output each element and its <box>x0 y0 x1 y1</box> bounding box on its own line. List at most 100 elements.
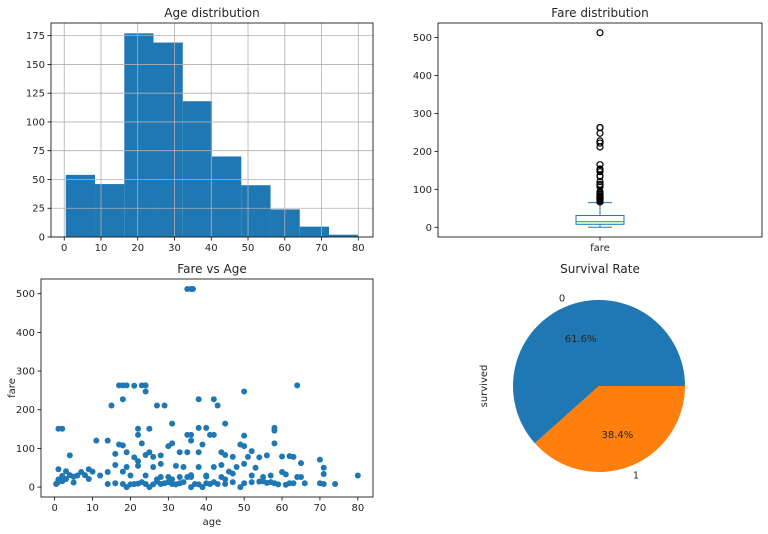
scatter-point <box>195 424 202 431</box>
scatter-point <box>169 420 176 427</box>
y-tick-label: 400 <box>16 328 35 339</box>
scatter-point <box>267 479 274 486</box>
outlier-point <box>596 129 604 137</box>
scatter-point <box>169 476 176 483</box>
scatter-point <box>104 437 111 444</box>
scatter-point <box>135 462 142 469</box>
scatter-point <box>146 449 153 456</box>
scatter-point <box>332 481 339 488</box>
scatter-point <box>214 402 221 409</box>
y-tick-label: 300 <box>413 109 432 120</box>
marks <box>53 286 361 491</box>
y-tick-label: 200 <box>413 147 432 158</box>
scatter-point <box>233 463 240 470</box>
marks <box>575 29 625 228</box>
scatter-point <box>188 472 195 479</box>
outlier-point <box>596 139 604 147</box>
scatter-point <box>222 481 229 488</box>
scatter-point <box>241 460 248 467</box>
fare-boxplot-axes: 0 100 200 300 400 500 fare <box>413 22 763 254</box>
scatter-point <box>229 453 236 460</box>
scatter-point <box>119 396 126 403</box>
outlier-point <box>596 143 604 151</box>
scatter-point <box>146 425 153 432</box>
x-tick-label: 10 <box>86 503 99 514</box>
scatter-point <box>248 472 255 479</box>
pie-percent-label: 38.4% <box>602 430 634 441</box>
y-tick-label: 75 <box>32 146 45 157</box>
scatter-point <box>142 472 149 479</box>
histogram-bar <box>212 156 242 237</box>
y-tick-label: 125 <box>26 89 45 100</box>
scatter-point <box>135 458 142 465</box>
pie-slice <box>534 386 685 472</box>
histogram-bar <box>153 42 183 237</box>
y-tick-label: 500 <box>413 33 432 44</box>
scatter-point <box>260 474 267 481</box>
scatter-point <box>241 480 248 487</box>
y-tick-label: 300 <box>16 367 35 378</box>
scatter-point <box>244 453 251 460</box>
scatter-point <box>180 479 187 486</box>
x-tick-label: 10 <box>95 243 108 254</box>
x-tick-label: fare <box>590 243 610 254</box>
scatter-point <box>354 472 361 479</box>
scatter-point <box>260 478 267 485</box>
scatter-point <box>127 472 134 479</box>
scatter-point <box>172 462 179 469</box>
y-tick-label: 100 <box>413 185 432 196</box>
scatter-point <box>222 476 229 483</box>
scatter-point <box>222 420 229 427</box>
scatter-point <box>199 484 206 491</box>
scatter-point <box>97 472 104 479</box>
histogram-bar <box>241 185 271 237</box>
scatter-point <box>189 286 196 293</box>
outlier-point <box>596 198 604 206</box>
scatter-point <box>256 454 263 461</box>
scatter-point <box>210 463 217 470</box>
scatter-point <box>241 388 248 395</box>
scatter-point <box>203 473 210 480</box>
scatter-point <box>203 424 210 431</box>
scatter-point <box>267 472 274 479</box>
x-tick-label: 80 <box>351 503 364 514</box>
y-tick-label: 0 <box>39 233 45 244</box>
y-tick-label: 0 <box>426 223 432 234</box>
scatter-point <box>104 481 111 488</box>
scatter-point <box>85 475 92 482</box>
y-tick-label: 0 <box>29 483 35 494</box>
x-tick-label: 20 <box>131 243 144 254</box>
scatter-point <box>123 449 130 456</box>
x-tick-label: 30 <box>162 503 175 514</box>
scatter-point <box>176 474 183 481</box>
scatter-point <box>263 452 270 459</box>
y-tick-label: 25 <box>32 204 45 215</box>
pie-label: 1 <box>633 470 639 481</box>
outlier-point <box>596 172 604 181</box>
scatter-point <box>104 469 111 476</box>
pie-slice <box>513 299 685 444</box>
scatter-point <box>85 466 92 473</box>
axes-frame <box>437 22 763 238</box>
scatter-point <box>63 475 70 482</box>
box <box>575 215 625 225</box>
pie-ylabel: survived <box>479 365 490 408</box>
scatter-point <box>210 396 217 403</box>
outlier-point <box>596 168 604 176</box>
scatter-point <box>157 460 164 467</box>
scatter-point <box>214 481 221 488</box>
histogram-bar <box>182 101 213 237</box>
scatter-point <box>53 481 60 488</box>
scatter-point <box>176 449 183 456</box>
scatter-point <box>320 464 327 471</box>
scatter-point <box>294 382 301 389</box>
axes-frame <box>40 278 374 498</box>
scatter-point <box>229 470 236 477</box>
x-tick-label: 0 <box>61 243 67 254</box>
pie-title: Survival Rate <box>560 262 640 276</box>
scatter-point <box>294 474 301 481</box>
y-tick-label: 200 <box>16 405 35 416</box>
scatter-point <box>279 469 286 476</box>
histogram-bar <box>329 234 359 237</box>
